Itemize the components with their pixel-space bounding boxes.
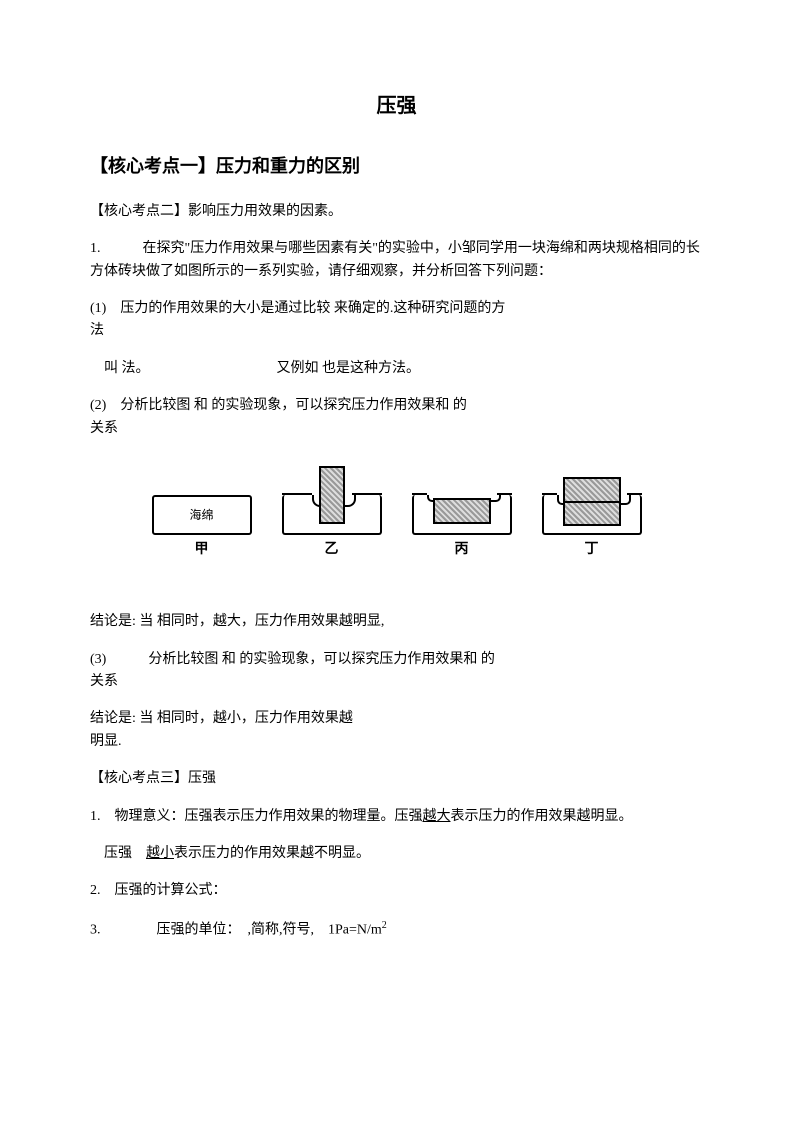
item-1-line3-b: 又例如 也是这种方法。: [277, 361, 421, 376]
q1-intro: 1. 在探究"压力作用效果与哪些因素有关"的实验中，小邹同学用一块海绵和两块规格…: [90, 238, 703, 283]
diagram-bing: 海绵 丙: [412, 460, 512, 561]
section-3-heading: 【核心考点三】压强: [90, 768, 703, 790]
conclusion-2-line2: 明显.: [90, 731, 703, 753]
s3-p1: 1. 物理意义：压强表示压力作用效果的物理量。压强越大表示压力的作用效果越明显。: [90, 806, 703, 828]
brick-horizontal-icon: [433, 498, 491, 524]
label-yi: 乙: [325, 539, 339, 561]
s3-p2-b: 越小: [146, 846, 174, 861]
s3-p1-c: 表示压力的作用效果越明显。: [451, 809, 633, 824]
section-1-heading: 【核心考点一】压力和重力的区别: [90, 152, 703, 181]
s3-p1-b: 越大: [423, 809, 451, 824]
diagram: 海绵 甲 海绵 乙 海绵 丙 海: [90, 460, 703, 561]
diagram-yi: 海绵 乙: [282, 460, 382, 561]
s3-p3: 2. 压强的计算公式：: [90, 880, 703, 902]
item-3-line2: 关系: [90, 671, 703, 693]
diagram-jiaq: 海绵 甲: [152, 460, 252, 561]
brick-vertical-icon: [319, 466, 345, 524]
section-2-heading: 【核心考点二】影响压力用效果的因素。: [90, 201, 703, 223]
s3-p4-sup: 2: [382, 920, 387, 931]
conclusion-2-line1: 结论是: 当 相同时，越小，压力作用效果越: [90, 708, 703, 730]
conclusion-1: 结论是: 当 相同时，越大，压力作用效果越明显,: [90, 611, 703, 633]
item-3-line1: (3) 分析比较图 和 的实验现象，可以探究压力作用效果和 的: [90, 649, 703, 671]
s3-p2: 压强 越小表示压力的作用效果越不明显。: [90, 843, 703, 865]
s3-p2-c: 表示压力的作用效果越不明显。: [174, 846, 370, 861]
s3-p4-a: 3. 压强的单位： ,简称,符号, 1Pa=N/m: [90, 922, 382, 937]
diagram-ding: 海绵 丁: [542, 460, 642, 561]
brick-horizontal-bottom-icon: [563, 500, 621, 526]
label-bing: 丙: [455, 539, 469, 561]
item-1-line3: 叫 法。 又例如 也是这种方法。: [90, 358, 703, 380]
s3-p1-a: 1. 物理意义：压强表示压力作用效果的物理量。压强: [90, 809, 423, 824]
brick-horizontal-top-icon: [563, 477, 621, 503]
page-title: 压强: [90, 90, 703, 122]
s3-p2-a: 压强: [90, 846, 146, 861]
item-1-line1: (1) 压力的作用效果的大小是通过比较 来确定的.这种研究问题的方: [90, 298, 703, 320]
item-1-line3-a: 叫 法。: [90, 361, 150, 376]
item-1-line2: 法: [90, 320, 703, 342]
item-2-line1: (2) 分析比较图 和 的实验现象，可以探究压力作用效果和 的: [90, 395, 703, 417]
label-jia: 甲: [195, 539, 209, 561]
sponge-1: 海绵: [152, 495, 252, 535]
s3-p4: 3. 压强的单位： ,简称,符号, 1Pa=N/m2: [90, 918, 703, 942]
item-2-line2: 关系: [90, 418, 703, 440]
label-ding: 丁: [585, 539, 599, 561]
